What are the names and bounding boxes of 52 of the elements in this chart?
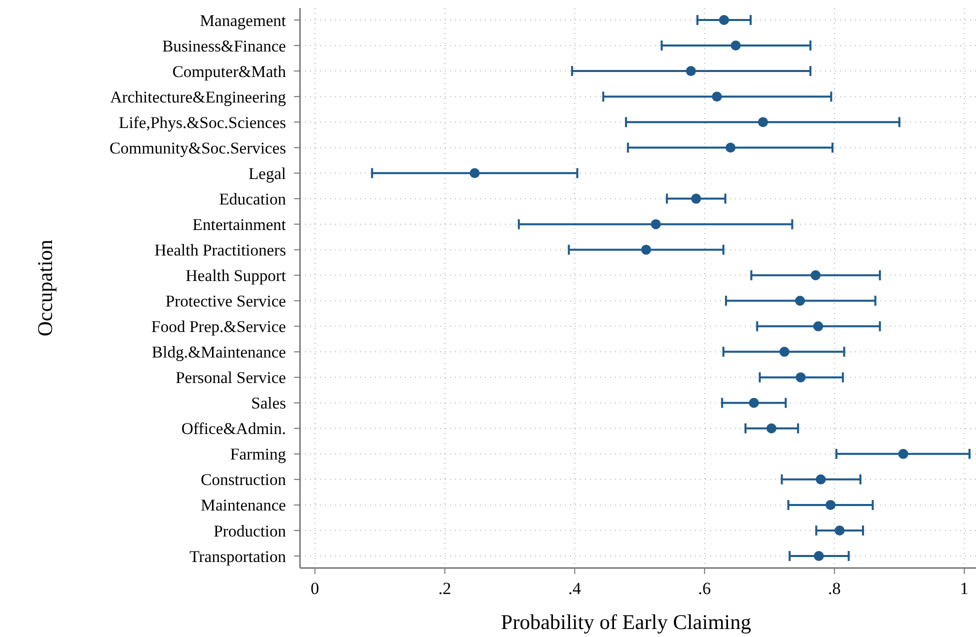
y-tick-label: Entertainment bbox=[192, 214, 286, 234]
y-tick-label: Construction bbox=[200, 470, 286, 490]
x-tick-label: .2 bbox=[438, 579, 452, 598]
y-tick-label: Health Support bbox=[186, 266, 286, 286]
x-tick-label: 1 bbox=[960, 579, 969, 598]
point bbox=[795, 296, 806, 306]
point bbox=[766, 423, 776, 434]
y-tick-label: Health Practitioners bbox=[154, 240, 286, 260]
point bbox=[686, 66, 696, 76]
point bbox=[641, 244, 652, 255]
y-tick-label: Personal Service bbox=[176, 368, 286, 388]
y-tick-label: Legal bbox=[248, 164, 286, 183]
y-tick-label: Management bbox=[200, 10, 286, 30]
point bbox=[826, 500, 836, 510]
y-tick-label: Maintenance bbox=[200, 496, 286, 515]
point bbox=[814, 551, 824, 562]
y-tick-label: Computer&Math bbox=[172, 62, 287, 81]
y-tick-label: Bldg.&Maintenance bbox=[152, 342, 286, 362]
point bbox=[758, 117, 768, 128]
point bbox=[650, 219, 661, 230]
point bbox=[719, 14, 730, 25]
point bbox=[810, 270, 821, 280]
y-tick-label: Architecture&Engineering bbox=[110, 87, 286, 106]
point bbox=[712, 92, 722, 102]
point bbox=[898, 448, 908, 459]
x-axis-title: Probability of Early Claiming bbox=[500, 610, 752, 634]
x-tick-label: .4 bbox=[568, 579, 582, 598]
y-tick-label: Office&Admin. bbox=[181, 419, 286, 438]
y-tick-label: Business&Finance bbox=[162, 36, 286, 56]
y-tick-label: Farming bbox=[230, 444, 286, 464]
x-tick-label: .6 bbox=[698, 579, 711, 598]
y-tick-label: Production bbox=[214, 521, 286, 540]
point bbox=[779, 346, 790, 357]
point bbox=[813, 321, 824, 332]
point bbox=[470, 168, 480, 178]
y-tick-label: Life,Phys.&Soc.Sciences bbox=[118, 112, 286, 132]
point bbox=[691, 194, 702, 204]
point bbox=[834, 525, 845, 536]
point bbox=[748, 398, 759, 408]
point bbox=[816, 474, 826, 484]
x-tick-label: 0 bbox=[310, 579, 320, 598]
point bbox=[730, 40, 741, 51]
y-axis-title: Occupation bbox=[33, 239, 57, 336]
point bbox=[726, 142, 736, 153]
y-tick-label: Education bbox=[219, 189, 286, 208]
point bbox=[796, 372, 806, 382]
x-tick-label: .8 bbox=[828, 579, 841, 598]
y-tick-label: Sales bbox=[251, 394, 286, 413]
y-tick-label: Community&Soc.Services bbox=[110, 138, 286, 158]
y-tick-label: Transportation bbox=[189, 546, 286, 566]
y-tick-label: Protective Service bbox=[166, 292, 286, 311]
y-tick-label: Food Prep.&Service bbox=[151, 317, 286, 336]
